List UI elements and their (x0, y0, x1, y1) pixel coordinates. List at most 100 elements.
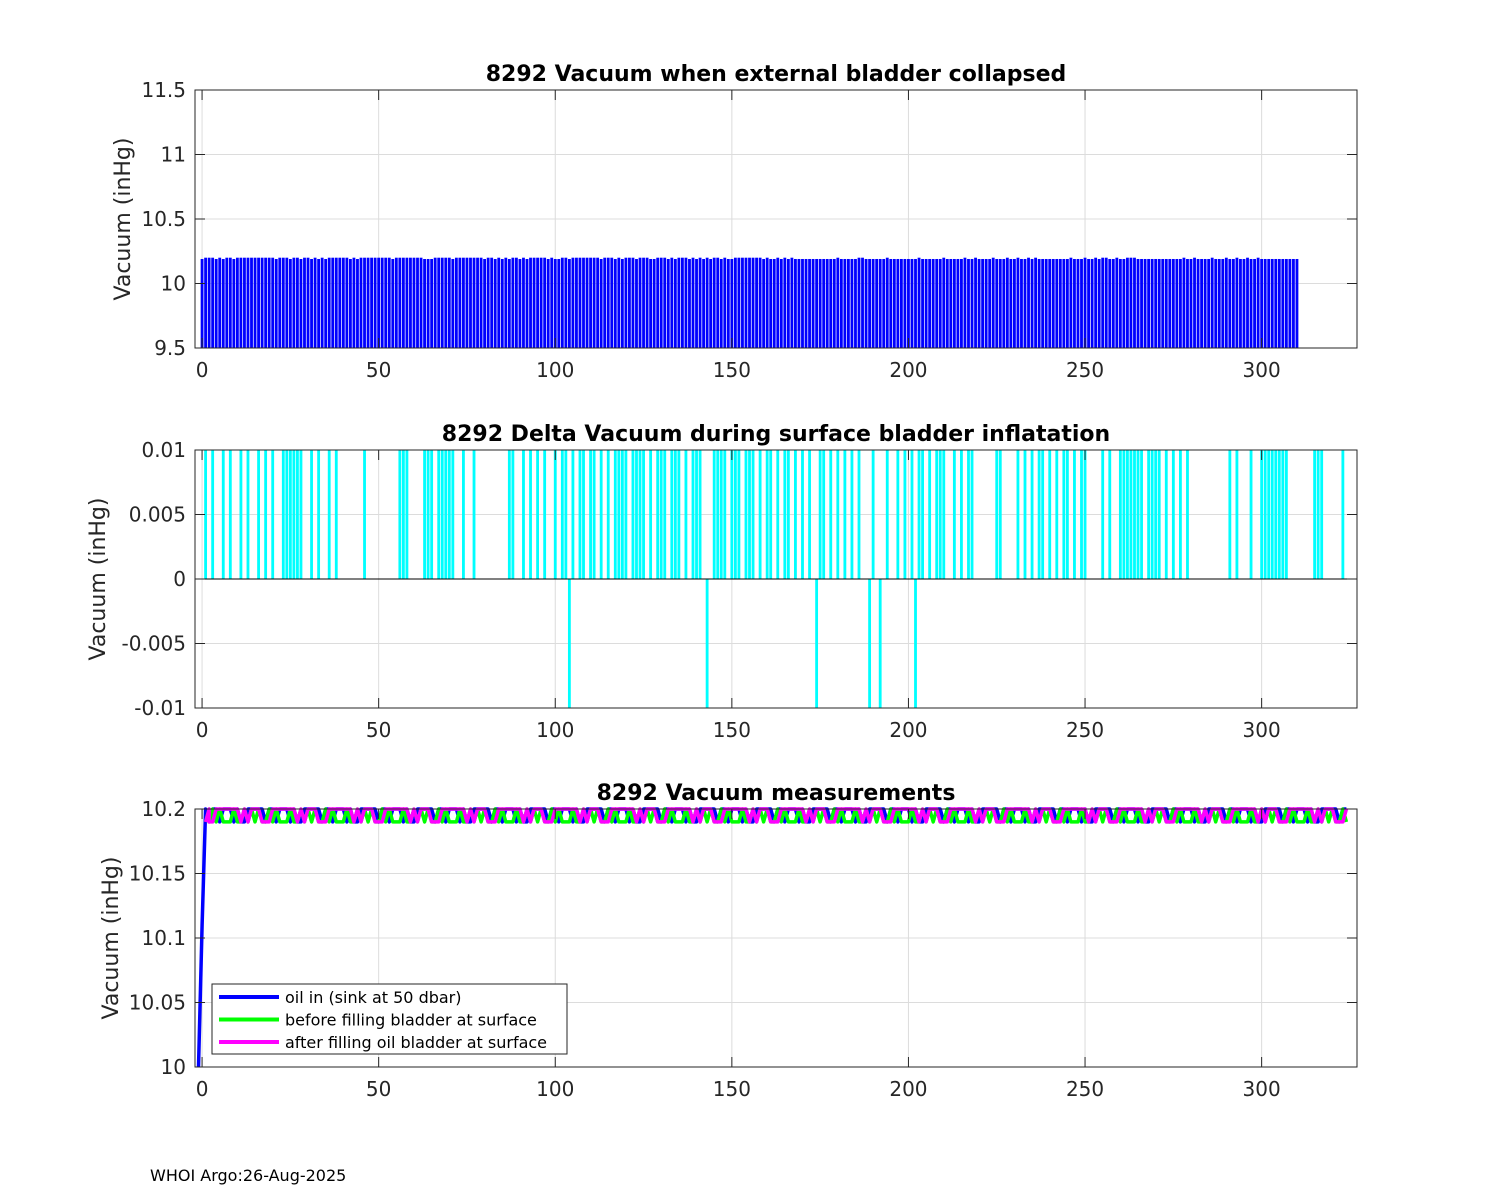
bar-positive (857, 450, 861, 579)
bar (1055, 258, 1059, 348)
chart-vacuum-collapsed: 0 50 100 150 200 250 300 9.5 10 10.5 11 11.5 8292 Va… (111, 62, 1358, 382)
bar-positive (296, 450, 299, 579)
bar (345, 257, 349, 348)
legend: oil in (sink at 50 dbar) before filling b… (211, 983, 568, 1055)
bar (440, 257, 444, 348)
bar-positive (719, 450, 723, 579)
bar (949, 258, 953, 348)
bar (518, 258, 522, 348)
bar (1034, 257, 1038, 348)
bar (1207, 258, 1211, 348)
bar (324, 258, 328, 348)
y-tick-label: -0.01 (134, 696, 186, 720)
bar (624, 257, 628, 348)
bar-positive (363, 450, 366, 579)
bar (546, 258, 550, 348)
y-tick-label: 10.1 (141, 926, 186, 950)
bar (447, 257, 451, 348)
bar (1210, 257, 1214, 348)
bar (1048, 258, 1052, 348)
bar (253, 257, 257, 348)
bar-positive (1154, 450, 1158, 579)
bar-positive (447, 450, 451, 579)
x-tick-label: 200 (889, 1077, 927, 1101)
bar (341, 257, 345, 348)
bar (462, 257, 465, 348)
bar (1041, 258, 1045, 348)
bar-positive (638, 450, 642, 579)
bar (246, 257, 250, 348)
bar (1178, 258, 1182, 348)
bar-positive (1037, 450, 1041, 579)
legend-label: oil in (sink at 50 dbar) (285, 988, 462, 1007)
bar-positive (1228, 450, 1232, 579)
bar-positive (462, 450, 465, 579)
bar (1277, 258, 1281, 348)
x-tick-label: 50 (366, 358, 391, 382)
bar (755, 257, 758, 348)
bar-positive (1016, 450, 1020, 579)
bar-positive (536, 450, 540, 579)
bar (599, 258, 603, 348)
bar (882, 258, 886, 348)
bar (486, 257, 490, 348)
bar (1083, 257, 1087, 348)
bar (762, 258, 766, 348)
bar (218, 257, 222, 348)
bar (500, 258, 504, 348)
bar (582, 257, 585, 348)
bar (303, 257, 306, 348)
bar-positive (1274, 450, 1278, 579)
bar (348, 258, 352, 348)
bar (232, 258, 236, 348)
y-axis-label: Vacuum (inHg) (99, 857, 124, 1020)
bar (278, 257, 282, 348)
bar-positive (271, 450, 275, 579)
bar-positive (656, 450, 660, 579)
bar (719, 258, 723, 348)
bar (1009, 258, 1013, 348)
bar (808, 258, 811, 348)
bar (776, 257, 780, 348)
bar (1129, 257, 1133, 348)
bar (260, 257, 264, 348)
bar (317, 258, 321, 348)
bar-positive (698, 450, 702, 579)
bar (977, 258, 981, 348)
bar (363, 257, 366, 348)
bar-positive (1284, 450, 1288, 579)
y-tick-label: 10.05 (129, 991, 186, 1015)
x-tick-label: 300 (1243, 718, 1281, 742)
bar (1104, 257, 1108, 348)
bar-positive (631, 450, 635, 579)
bar (511, 257, 515, 348)
x-tick-label: 100 (536, 1077, 574, 1101)
bar-positive (472, 450, 476, 579)
bar (846, 258, 850, 348)
bar (960, 258, 963, 348)
bar (539, 257, 543, 348)
bar (221, 258, 225, 348)
bar (801, 258, 804, 348)
bar (1044, 258, 1048, 348)
bar (631, 257, 635, 348)
y-axis-label: Vacuum (inHg) (86, 498, 111, 661)
bar (412, 257, 416, 348)
bar (507, 258, 511, 348)
bar-positive (211, 450, 215, 579)
bar (726, 258, 730, 348)
chart-vacuum-measurements: 0 50 100 150 200 250 300 10 10.05 10.1 10.15 10.2 82… (99, 781, 1358, 1101)
y-tick-label: 10.2 (141, 797, 186, 821)
bar-positive (246, 450, 250, 579)
bar (1020, 258, 1023, 348)
bar (984, 258, 988, 348)
x-tick-label: 150 (713, 358, 751, 382)
bar-positive (960, 450, 963, 579)
bar (271, 257, 275, 348)
bar-series (200, 257, 1299, 348)
bar-positive (1260, 450, 1264, 579)
bar (299, 258, 303, 348)
bar (352, 257, 356, 348)
